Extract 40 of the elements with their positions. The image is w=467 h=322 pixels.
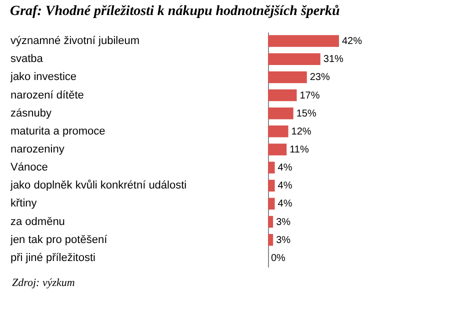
bar [268, 35, 339, 47]
data-label: 12% [291, 126, 312, 138]
y-tick-label: zásnuby [10, 107, 52, 120]
bar [268, 144, 287, 156]
data-label: 15% [296, 108, 316, 120]
bar [268, 162, 275, 174]
data-label: 23% [310, 72, 330, 84]
data-label: 17% [300, 90, 320, 102]
bar [268, 107, 294, 120]
data-label: 4% [278, 162, 292, 174]
chart-title: Graf: Vhodné příležitosti k nákupu hodnotnějších šperků [9, 3, 341, 21]
data-label: 3% [276, 216, 291, 228]
data-label: 42% [342, 36, 362, 48]
data-label: 4% [278, 180, 292, 192]
data-label: 3% [276, 234, 291, 246]
y-tick-label: významné životní jubileum [10, 35, 140, 48]
y-tick-label: za odměnu [10, 216, 65, 228]
bar [268, 126, 288, 138]
bar [268, 234, 274, 246]
y-tick-label: Vánoce [10, 162, 48, 174]
y-tick-label: maturita a promoce [10, 125, 106, 138]
y-tick-label: jako investice [10, 71, 77, 84]
data-label: 4% [278, 198, 292, 210]
data-label: 31% [323, 54, 344, 66]
bar [268, 71, 307, 84]
y-tick-label: křtiny [10, 198, 38, 210]
y-tick-label: při jiné příležitosti [10, 252, 96, 264]
y-tick-label: narozeniny [10, 144, 65, 156]
text: Zdroj: výzkum [11, 276, 76, 289]
bar [268, 89, 297, 102]
bar [268, 216, 274, 228]
data-label: 0% [271, 252, 286, 264]
bar [268, 53, 320, 65]
y-tick-label: svatba [10, 53, 44, 66]
bar [268, 198, 275, 210]
y-tick-label: jen tak pro potěšení [10, 234, 108, 246]
y-tick-label: jako doplněk kvůli konkrétní události [10, 180, 187, 192]
bar [268, 180, 275, 192]
data-label: 11% [290, 144, 309, 156]
y-tick-label: narození dítěte [10, 89, 84, 102]
